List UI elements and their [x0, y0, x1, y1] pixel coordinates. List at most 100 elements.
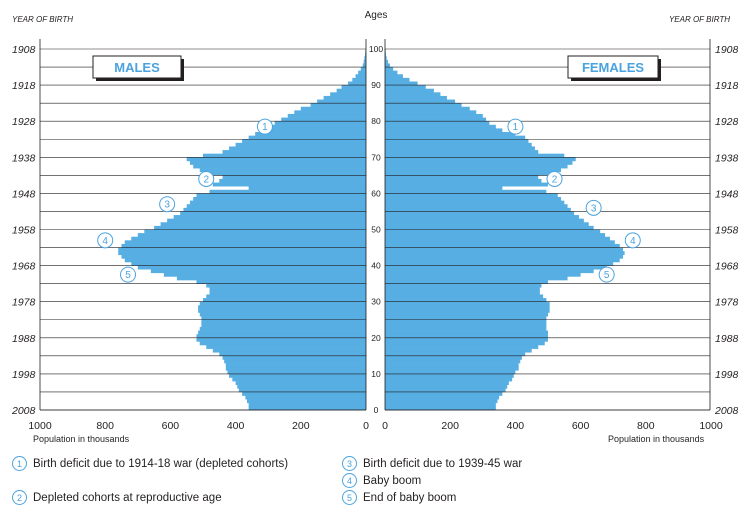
male-bar-age-42 — [121, 254, 366, 259]
legend-number-5: 5 — [342, 490, 357, 505]
female-bar-age-47 — [385, 236, 610, 241]
year-tick-right-1928: 1928 — [715, 116, 738, 128]
year-tick-right-1938: 1938 — [715, 152, 738, 164]
male-bar-age-53 — [173, 215, 366, 219]
female-bar-age-58 — [385, 197, 562, 201]
female-bar-age-82 — [385, 110, 477, 115]
male-bar-age-2 — [247, 399, 366, 404]
female-bar-age-86 — [385, 95, 447, 100]
male-bar-age-21 — [198, 330, 366, 335]
male-bar-age-98 — [365, 52, 366, 57]
female-bar-age-87 — [385, 92, 441, 97]
x-axis-label-right: Population in thousands — [608, 434, 705, 444]
male-bar-age-94 — [360, 67, 366, 71]
female-bar-age-44 — [385, 247, 623, 252]
female-bar-age-79 — [385, 121, 490, 126]
male-bar-age-37 — [163, 272, 366, 277]
male-bar-age-61 — [248, 186, 366, 191]
right-year-header: YEAR OF BIRTH — [669, 15, 730, 24]
annotation-label-female-4: 4 — [630, 236, 636, 247]
age-tick-0: 0 — [374, 405, 379, 415]
annotation-circle-female-1 — [507, 118, 524, 135]
male-bar-age-32 — [209, 290, 366, 295]
male-bar-age-39 — [137, 265, 366, 270]
male-bar-age-0 — [248, 406, 366, 411]
year-tick-right-1998: 1998 — [715, 369, 738, 381]
male-bar-age-23 — [201, 323, 366, 328]
female-bar-age-69 — [385, 157, 576, 162]
female-bar-age-23 — [385, 323, 547, 328]
annotation-label-female-3: 3 — [591, 203, 597, 214]
female-bar-age-18 — [385, 341, 545, 346]
male-bar-age-72 — [229, 146, 366, 151]
male-bar-age-30 — [203, 298, 366, 302]
annotation-label-male-3: 3 — [164, 200, 170, 211]
female-bar-age-85 — [385, 99, 456, 104]
x-tick-left-1000: 1000 — [28, 420, 52, 432]
annotation-label-male-5: 5 — [125, 270, 131, 281]
female-bar-age-13 — [385, 359, 521, 364]
male-bar-age-93 — [358, 70, 366, 75]
female-bar-age-19 — [385, 337, 548, 342]
x-tick-right-600: 600 — [572, 420, 590, 432]
male-bar-age-18 — [199, 341, 366, 346]
male-bar-age-22 — [199, 326, 366, 331]
male-bar-age-38 — [150, 269, 366, 274]
female-bar-age-21 — [385, 330, 548, 335]
male-bar-age-97 — [364, 56, 366, 61]
male-bar-age-90 — [348, 81, 366, 86]
male-bar-age-70 — [203, 153, 366, 158]
males-label-text: MALES — [114, 60, 160, 75]
female-bar-age-63 — [385, 178, 542, 183]
male-bar-age-46 — [124, 240, 366, 245]
male-bar-age-36 — [176, 276, 366, 281]
annotation-circle-male-2 — [198, 170, 215, 187]
female-bar-age-33 — [385, 287, 540, 292]
female-bar-age-57 — [385, 200, 565, 205]
male-bar-age-3 — [245, 395, 366, 400]
male-bar-age-17 — [206, 345, 366, 349]
male-bar-age-85 — [317, 99, 366, 104]
legend-number-3: 3 — [342, 456, 357, 471]
legend-item-2: 2 Depleted cohorts at reproductive age — [12, 490, 222, 505]
legend-text-2: Depleted cohorts at reproductive age — [33, 491, 222, 504]
male-bar-age-49 — [144, 229, 366, 234]
age-tick-40: 40 — [371, 261, 381, 271]
female-bar-age-5 — [385, 388, 506, 393]
female-bar-age-4 — [385, 391, 503, 396]
x-tick-right-800: 800 — [637, 420, 655, 432]
female-bar-age-8 — [385, 377, 513, 382]
female-bar-age-41 — [385, 258, 620, 263]
female-bar-age-6 — [385, 384, 508, 389]
annotation-circle-female-4 — [624, 232, 641, 249]
female-bar-age-31 — [385, 294, 544, 299]
male-bar-age-92 — [355, 74, 366, 79]
x-tick-left-0: 0 — [363, 420, 369, 432]
male-bar-age-63 — [219, 178, 366, 183]
female-bar-age-78 — [385, 124, 496, 129]
male-bar-age-84 — [310, 103, 366, 108]
year-tick-right-1968: 1968 — [715, 261, 738, 273]
female-bar-age-53 — [385, 215, 579, 219]
male-bar-age-19 — [196, 337, 366, 342]
female-bar-age-15 — [385, 352, 526, 357]
female-bar-age-96 — [385, 59, 388, 64]
ages-header: Ages — [365, 10, 388, 21]
male-bar-age-75 — [248, 135, 366, 140]
male-bar-age-81 — [287, 113, 366, 118]
legend-item-3: 3 Birth deficit due to 1939-45 war — [342, 456, 522, 471]
female-bar-age-40 — [385, 261, 614, 266]
x-tick-right-1000: 1000 — [699, 420, 723, 432]
year-tick-left-1998: 1998 — [12, 369, 36, 381]
male-bar-age-12 — [225, 363, 366, 367]
female-bar-age-48 — [385, 233, 606, 238]
female-bar-age-83 — [385, 106, 470, 111]
female-bar-age-64 — [385, 175, 539, 180]
male-bar-age-80 — [281, 117, 366, 122]
age-tick-100: 100 — [369, 44, 383, 54]
legend-text-5: End of baby boom — [363, 491, 457, 504]
year-tick-left-1938: 1938 — [12, 152, 36, 164]
female-bar-age-12 — [385, 363, 519, 367]
legend-number-1: 1 — [12, 456, 27, 471]
